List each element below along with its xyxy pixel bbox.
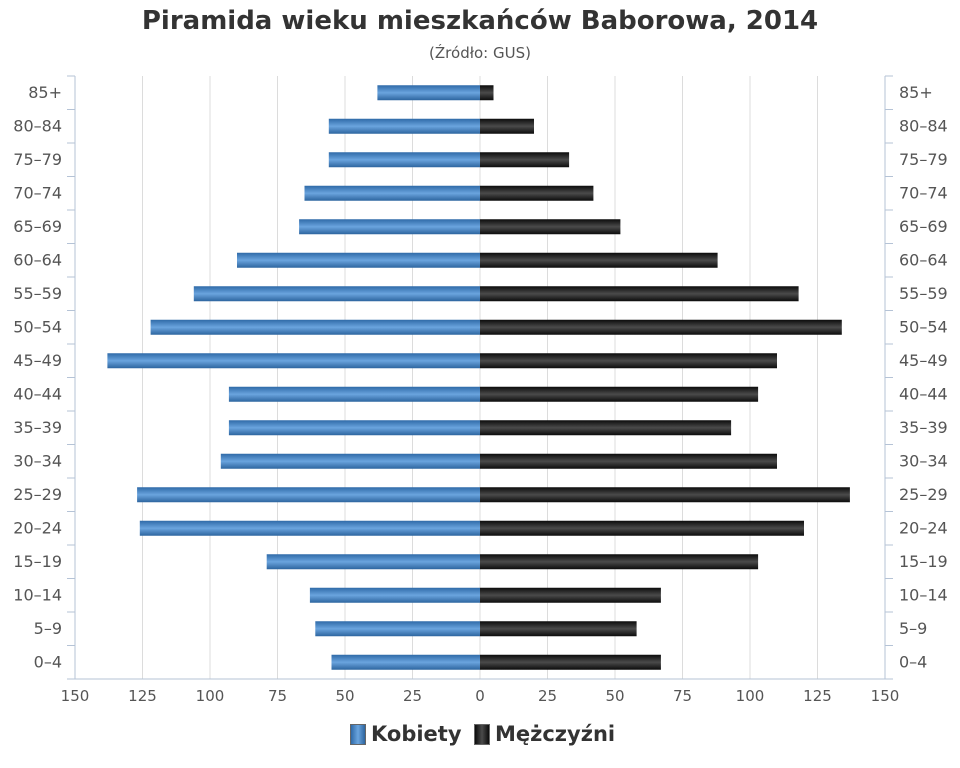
x-tick-label: 100 xyxy=(736,687,765,705)
y-category-label-right: 40–44 xyxy=(899,384,948,403)
bar-kobiety xyxy=(266,554,480,570)
y-category-label-left: 15–19 xyxy=(13,552,62,571)
y-category-label-left: 65–69 xyxy=(13,217,62,236)
x-tick-label: 100 xyxy=(196,687,225,705)
legend-swatch-mezczyzni xyxy=(474,723,490,745)
bar-kobiety xyxy=(331,654,480,670)
y-category-label-right: 30–34 xyxy=(899,451,948,470)
y-category-label-left: 60–64 xyxy=(13,250,62,269)
bar-mezczyzni xyxy=(480,252,718,268)
y-category-label-left: 55–59 xyxy=(13,284,62,303)
y-category-label-left: 0–4 xyxy=(34,652,62,671)
x-tick-label: 50 xyxy=(605,687,624,705)
y-category-label-left: 30–34 xyxy=(13,451,62,470)
x-tick-label: 125 xyxy=(128,687,157,705)
bar-kobiety xyxy=(299,219,480,235)
y-category-label-right: 0–4 xyxy=(899,652,927,671)
x-tick-label: 25 xyxy=(538,687,557,705)
bar-mezczyzni xyxy=(480,554,759,570)
y-category-label-right: 70–74 xyxy=(899,183,948,202)
bar-mezczyzni xyxy=(480,118,534,134)
gridlines xyxy=(142,76,818,679)
bar-mezczyzni xyxy=(480,587,661,603)
bar-mezczyzni xyxy=(480,453,777,469)
bar-kobiety xyxy=(228,386,480,402)
y-category-label-right: 15–19 xyxy=(899,552,948,571)
y-category-label-left: 20–24 xyxy=(13,518,62,537)
bar-kobiety xyxy=(377,85,480,101)
bar-mezczyzni xyxy=(480,319,842,335)
bar-kobiety xyxy=(228,420,480,436)
bar-kobiety xyxy=(304,185,480,201)
bars xyxy=(107,85,850,670)
legend-item-kobiety[interactable]: Kobiety xyxy=(350,722,462,746)
bar-kobiety xyxy=(315,621,480,637)
bar-kobiety xyxy=(309,587,480,603)
bar-mezczyzni xyxy=(480,487,850,503)
y-category-label-left: 25–29 xyxy=(13,485,62,504)
axis-labels: 150 125 100 75 50 25 0 25 50 75 100 125 150 0–4 0–4 5–9… xyxy=(13,83,947,705)
y-category-label-left: 50–54 xyxy=(13,317,62,336)
y-category-label-right: 20–24 xyxy=(899,518,948,537)
y-category-label-right: 45–49 xyxy=(899,351,948,370)
bar-mezczyzni xyxy=(480,420,732,436)
x-tick-label: 125 xyxy=(803,687,832,705)
bar-kobiety xyxy=(237,252,480,268)
bar-kobiety xyxy=(150,319,480,335)
x-tick-label: 25 xyxy=(403,687,422,705)
bar-mezczyzni xyxy=(480,185,594,201)
y-category-label-right: 10–14 xyxy=(899,585,948,604)
bar-mezczyzni xyxy=(480,152,570,168)
y-category-label-left: 70–74 xyxy=(13,183,62,202)
bar-kobiety xyxy=(193,286,481,302)
chart-title: Piramida wieku mieszkańców Baborowa, 201… xyxy=(141,6,819,36)
y-category-label-right: 65–69 xyxy=(899,217,948,236)
y-category-label-left: 85+ xyxy=(28,83,62,102)
bar-kobiety xyxy=(139,520,481,536)
bar-mezczyzni xyxy=(480,219,621,235)
y-category-label-right: 85+ xyxy=(899,83,933,102)
y-category-label-left: 40–44 xyxy=(13,384,62,403)
bar-mezczyzni xyxy=(480,286,799,302)
bar-mezczyzni xyxy=(480,621,637,637)
bar-mezczyzni xyxy=(480,353,777,369)
x-tick-label: 75 xyxy=(268,687,287,705)
axes xyxy=(67,75,893,680)
x-tick-label: 75 xyxy=(673,687,692,705)
legend-label-mezczyzni: Mężczyźni xyxy=(495,722,616,746)
bar-mezczyzni xyxy=(480,654,661,670)
y-category-label-right: 55–59 xyxy=(899,284,948,303)
x-tick-label: 0 xyxy=(475,687,485,705)
bar-kobiety xyxy=(220,453,481,469)
y-category-label-right: 25–29 xyxy=(899,485,948,504)
y-category-label-right: 75–79 xyxy=(899,150,948,169)
x-tick-label: 150 xyxy=(61,687,90,705)
y-category-label-right: 80–84 xyxy=(899,116,948,135)
y-category-label-left: 5–9 xyxy=(34,619,62,638)
bar-mezczyzni xyxy=(480,520,804,536)
legend-swatch-kobiety xyxy=(350,723,366,745)
y-category-label-right: 50–54 xyxy=(899,317,948,336)
y-category-label-left: 45–49 xyxy=(13,351,62,370)
y-category-label-left: 35–39 xyxy=(13,418,62,437)
bar-kobiety xyxy=(328,118,480,134)
y-category-label-left: 80–84 xyxy=(13,116,62,135)
x-tick-label: 150 xyxy=(871,687,900,705)
x-tick-label: 50 xyxy=(335,687,354,705)
bar-mezczyzni xyxy=(480,85,494,101)
bar-kobiety xyxy=(107,353,481,369)
chart-subtitle: (Źródło: GUS) xyxy=(429,44,531,62)
bar-kobiety xyxy=(137,487,480,503)
legend-item-mezczyzni[interactable]: Mężczyźni xyxy=(474,722,615,746)
y-category-label-right: 60–64 xyxy=(899,250,948,269)
legend-label-kobiety: Kobiety xyxy=(371,722,462,746)
bar-mezczyzni xyxy=(480,386,759,402)
y-category-label-left: 75–79 xyxy=(13,150,62,169)
bar-kobiety xyxy=(328,152,480,168)
y-category-label-right: 35–39 xyxy=(899,418,948,437)
y-category-label-right: 5–9 xyxy=(899,619,927,638)
y-category-label-left: 10–14 xyxy=(13,585,62,604)
